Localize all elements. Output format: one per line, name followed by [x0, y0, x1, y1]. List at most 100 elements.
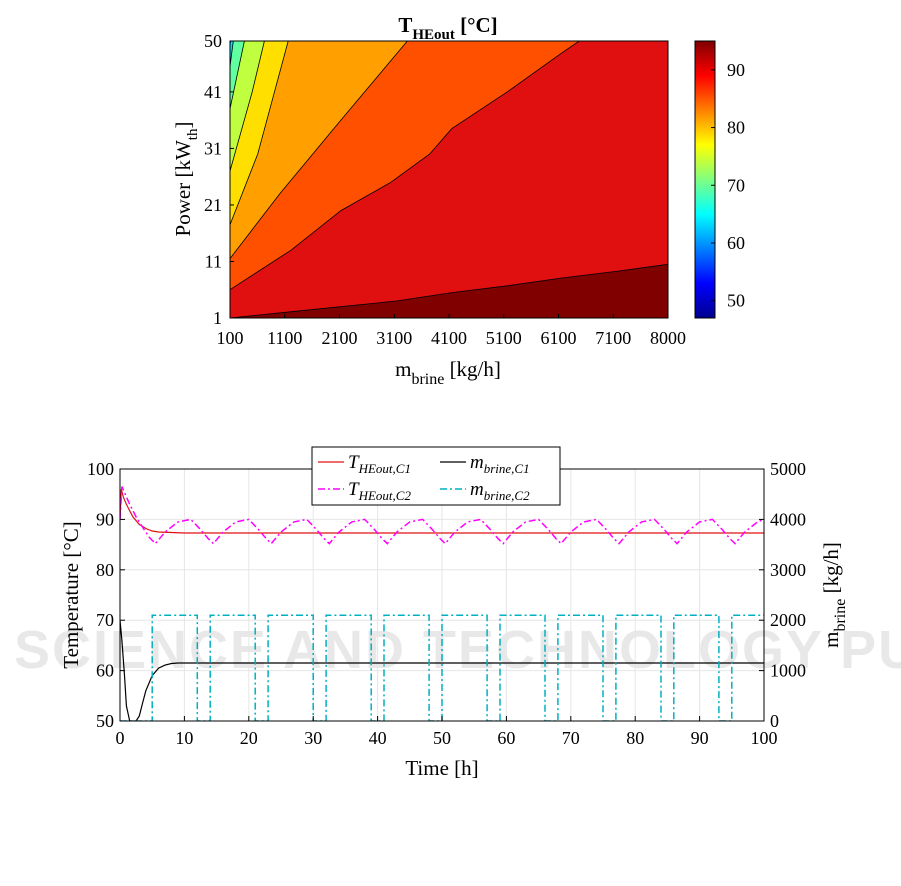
line-x-tick-label: 80: [626, 728, 644, 748]
line-y-right-label-main: m: [819, 632, 843, 648]
legend-label-m-c2-sub: brine,C2: [484, 488, 530, 503]
legend-label-t-c1-main: T: [348, 452, 360, 473]
contour-x-tick-label: 1100: [267, 328, 302, 348]
contour-x-tick-label: 3100: [376, 328, 412, 348]
colorbar-ticks: 50 60 70 80 90: [711, 60, 745, 311]
line-x-tick-label: 40: [369, 728, 387, 748]
contour-line-80: [230, 41, 580, 291]
line-y-left-ticks: 50 60 70 80 90 100: [87, 459, 125, 731]
contour-x-tick-label: 8000: [650, 328, 686, 348]
line-y-left-tick-label: 70: [96, 610, 114, 630]
contour-y-tick-label: 21: [204, 195, 222, 215]
legend-label-m-c1-sub: brine,C1: [484, 461, 530, 476]
line-y-left-tick-label: 60: [96, 661, 114, 681]
line-x-tick-label: 60: [497, 728, 515, 748]
contour-x-label-main: m: [395, 357, 411, 381]
line-y-right-label: mbrine [kg/h]: [819, 542, 849, 648]
colorbar-tick-label: 80: [727, 118, 745, 138]
legend-label-m-c1: mbrine,C1: [470, 452, 530, 476]
contour-title-sub: HEout: [412, 27, 455, 43]
line-y-right-tick-label: 3000: [770, 560, 806, 580]
line-y-right-label-sub: brine: [832, 599, 849, 632]
line-y-right-tick-label: 1000: [770, 661, 806, 681]
legend-label-m-c1-main: m: [470, 452, 484, 473]
line-y-left-tick-label: 100: [87, 459, 114, 479]
contour-y-label: Power [kWth]: [171, 122, 201, 237]
contour-y-tick-label: 11: [205, 251, 222, 271]
contour-title-main: T: [398, 13, 412, 37]
line-x-tick-label: 10: [175, 728, 193, 748]
contour-y-tick-label: 31: [204, 138, 222, 158]
line-chart-grid: [119, 468, 765, 722]
colorbar-tick-label: 50: [727, 291, 745, 311]
contour-line-65: [230, 41, 265, 172]
contour-x-label: mbrine [kg/h]: [395, 357, 501, 388]
line-y-right-tick-label: 4000: [770, 509, 806, 529]
line-chart: 0 10 20 30 40 50 60 70 80 90 100 50 60 70 80 90 100 0 10…: [59, 446, 849, 780]
line-x-tick-label: 30: [304, 728, 322, 748]
contour-x-tick-label: 100: [217, 328, 244, 348]
line-y-left-tick-label: 80: [96, 560, 114, 580]
legend-label-t-c2: THEout,C2: [348, 479, 411, 503]
contour-line-70: [230, 41, 289, 225]
colorbar-gradient: [695, 41, 715, 318]
legend: THEout,C1 mbrine,C1 THEout,C2 mbrine,C2: [311, 446, 561, 506]
contour-line-85: [230, 263, 668, 318]
contour-x-tick-label: 2100: [322, 328, 358, 348]
legend-label-t-c2-sub: HEout,C2: [358, 488, 412, 503]
line-x-tick-label: 0: [116, 728, 125, 748]
series-line-3: [120, 614, 764, 721]
series-line-1: [120, 620, 764, 721]
colorbar-tick-label: 60: [727, 233, 745, 253]
contour-region-70-75: [230, 41, 265, 171]
line-y-right-ticks: 0 1000 2000 3000 4000 5000: [759, 459, 806, 731]
contour-line-50: [230, 41, 234, 67]
line-y-left-tick-label: 90: [96, 509, 114, 529]
line-x-tick-label: 90: [691, 728, 709, 748]
line-x-ticks: 0 10 20 30 40 50 60 70 80 90 100: [116, 716, 778, 748]
line-y-left-label: Temperature [°C]: [59, 521, 83, 668]
series-line-0: [120, 489, 764, 534]
line-y-left-tick-label: 50: [96, 711, 114, 731]
line-y-right-tick-label: 5000: [770, 459, 806, 479]
contour-line-75: [230, 41, 408, 259]
watermark: SCITEPRESS SCIENCE AND TECHNOLOGY PUBLIC…: [0, 620, 901, 680]
contour-x-tick-label: 4100: [431, 328, 467, 348]
legend-label-t-c2-main: T: [348, 479, 360, 500]
watermark-text: SCITEPRESS SCIENCE AND TECHNOLOGY PUBLIC…: [0, 620, 901, 680]
line-x-tick-label: 50: [433, 728, 451, 748]
line-x-tick-label: 70: [562, 728, 580, 748]
colorbar: [695, 41, 715, 318]
legend-label-m-c2-main: m: [470, 479, 484, 500]
contour-x-label-sub: brine: [411, 371, 444, 388]
legend-label-m-c2: mbrine,C2: [470, 479, 530, 503]
contour-line-55: [230, 41, 245, 109]
legend-label-t-c1: THEout,C1: [348, 452, 411, 476]
legend-label-t-c1-sub: HEout,C1: [358, 461, 411, 476]
contour-x-tick-label: 6100: [541, 328, 577, 348]
contour-title: THEout [°C]: [398, 13, 497, 43]
contour-x-ticks: 100 1100 2100 3100 4100 5100 6100 7100 8000: [217, 314, 686, 348]
line-x-label: Time [h]: [405, 756, 478, 780]
contour-y-tick-label: 50: [204, 31, 222, 51]
contour-lines: [230, 41, 668, 318]
colorbar-tick-label: 90: [727, 60, 745, 80]
contour-y-tick-label: 1: [213, 308, 222, 328]
colorbar-tick-label: 70: [727, 175, 745, 195]
contour-title-rest: [°C]: [455, 13, 498, 37]
line-chart-series: [120, 486, 764, 721]
contour-y-label-sub: th: [185, 128, 201, 140]
contour-y-tick-label: 41: [204, 82, 222, 102]
line-y-right-tick-label: 2000: [770, 610, 806, 630]
contour-chart: 100 1100 2100 3100 4100 5100 6100 7100 8000 1112…: [171, 13, 745, 388]
contour-fills: [230, 41, 668, 318]
colorbar-frame: [694, 40, 716, 319]
contour-x-tick-label: 5100: [486, 328, 522, 348]
contour-x-label-rest: [kg/h]: [444, 357, 501, 381]
contour-y-label-main: Power [kW: [171, 140, 195, 236]
contour-region-80-85: [230, 41, 408, 259]
line-x-tick-label: 100: [751, 728, 778, 748]
contour-x-tick-label: 7100: [595, 328, 631, 348]
